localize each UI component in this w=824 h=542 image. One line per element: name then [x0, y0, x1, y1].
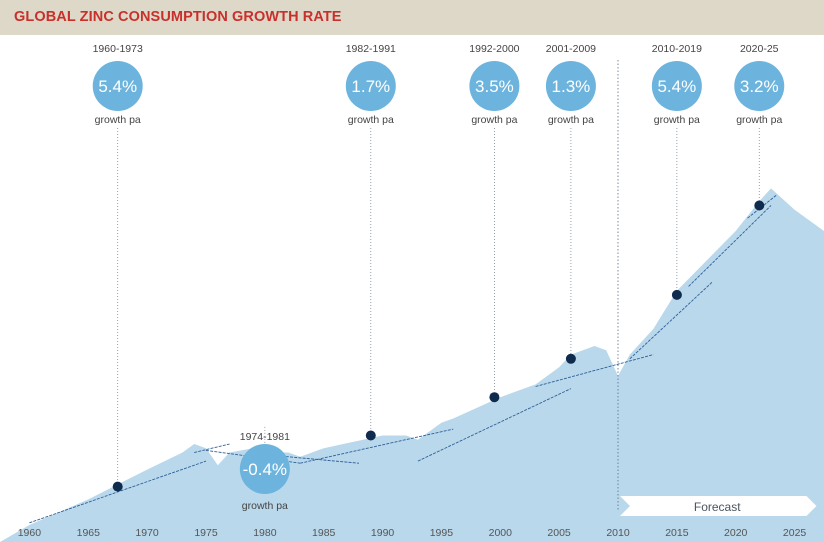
forecast-label: Forecast	[694, 500, 741, 514]
rate-value: 1.7%	[351, 77, 390, 96]
rate-circle	[92, 61, 143, 111]
forecast-banner	[620, 496, 817, 516]
growth-pa-label: growth pa	[95, 114, 141, 126]
trend-line	[535, 354, 654, 387]
period-range-label: 2020-25	[740, 43, 779, 55]
data-dot	[365, 430, 376, 441]
x-tick-label: 1980	[253, 527, 277, 539]
trend-line	[629, 281, 713, 360]
rate-value: 3.5%	[475, 77, 514, 96]
rate-circle	[651, 61, 702, 111]
rate-circle	[545, 61, 596, 111]
period-range-label: 1960-1973	[93, 43, 143, 55]
data-dot	[671, 289, 682, 300]
x-tick-label: 1995	[430, 527, 454, 539]
growth-pa-label: growth pa	[548, 114, 594, 126]
period-range-label: 2010-2019	[652, 43, 702, 55]
period-range-label: 1982-1991	[346, 43, 396, 55]
rate-circle	[345, 61, 396, 111]
period-range-label: 1992-2000	[469, 43, 519, 55]
trend-line	[688, 205, 772, 287]
x-tick-label: 2020	[724, 527, 748, 539]
rate-value: 5.4%	[98, 77, 137, 96]
chart-title: GLOBAL ZINC CONSUMPTION GROWTH RATE	[14, 9, 342, 25]
growth-pa-label: growth pa	[736, 114, 782, 126]
data-dot	[489, 392, 500, 403]
data-dot	[754, 200, 765, 211]
x-tick-label: 1990	[371, 527, 395, 539]
rate-circle	[239, 444, 290, 494]
growth-pa-label: growth pa	[654, 114, 700, 126]
x-tick-label: 2025	[783, 527, 807, 539]
title-bar: GLOBAL ZINC CONSUMPTION GROWTH RATE	[0, 0, 824, 35]
growth-pa-label: growth pa	[471, 114, 517, 126]
rate-circle	[469, 61, 520, 111]
rate-value: 1.3%	[552, 77, 591, 96]
rate-value: 5.4%	[657, 77, 696, 96]
x-tick-label: 1960	[18, 527, 42, 539]
x-tick-label: 2015	[665, 527, 689, 539]
x-tick-label: 1975	[194, 527, 218, 539]
growth-pa-label: growth pa	[242, 500, 288, 512]
growth-pa-label: growth pa	[348, 114, 394, 126]
trend-line	[29, 460, 207, 524]
x-tick-label: 1970	[135, 527, 159, 539]
period-range-label: 2001-2009	[546, 43, 596, 55]
rate-circle	[734, 61, 785, 111]
rate-value: -0.4%	[243, 460, 287, 479]
x-tick-label: 2010	[606, 527, 630, 539]
trend-line	[417, 388, 572, 462]
x-tick-label: 2000	[489, 527, 513, 539]
rate-value: 3.2%	[740, 77, 779, 96]
data-dot	[565, 353, 576, 364]
consumption-area	[0, 188, 824, 542]
x-tick-label: 2005	[547, 527, 571, 539]
period-range-label: 1974-1981	[240, 431, 290, 443]
x-tick-label: 1985	[312, 527, 336, 539]
trend-line	[264, 454, 360, 464]
trend-line	[194, 443, 230, 453]
data-dot	[112, 481, 123, 492]
trend-line	[300, 428, 454, 464]
x-tick-label: 1965	[77, 527, 101, 539]
